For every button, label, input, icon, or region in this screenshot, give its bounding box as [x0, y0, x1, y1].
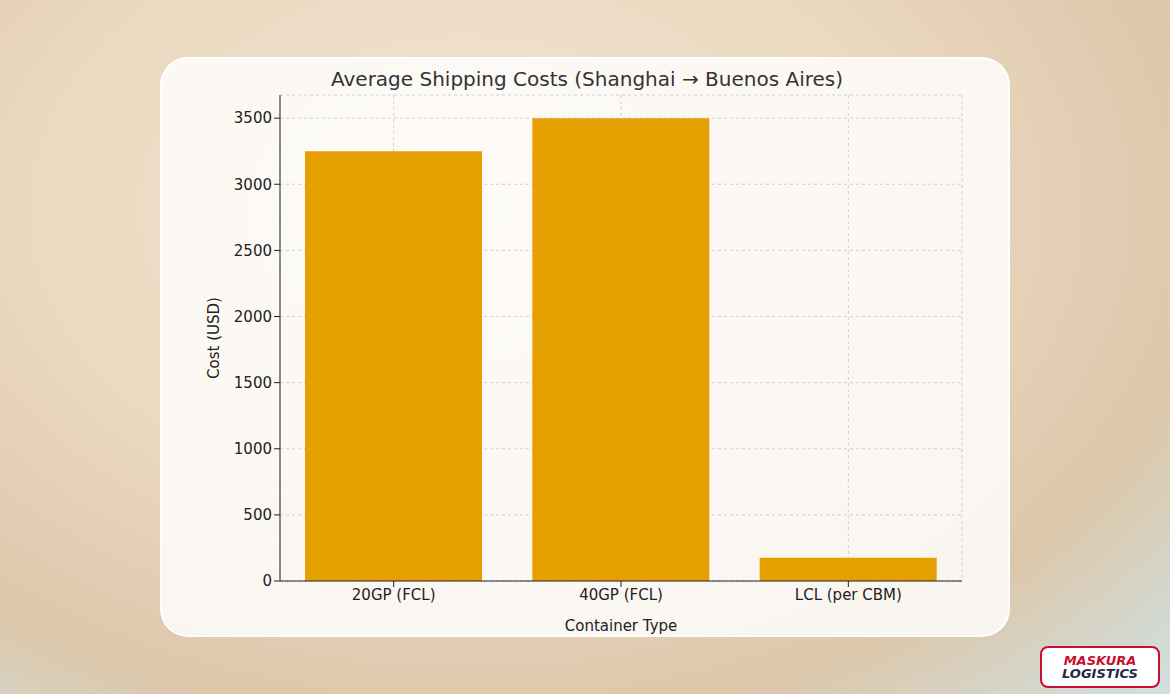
- html-text:LOGISTICS: LOGISTICS: [1062, 666, 1138, 681]
- svg-text:2500: 2500: [234, 242, 272, 260]
- html-text:MASKURA: MASKURA: [1063, 653, 1137, 668]
- svg-text:1500: 1500: [234, 374, 272, 392]
- svg-text:Cost (USD): Cost (USD): [205, 297, 223, 379]
- svg-text:1000: 1000: [234, 440, 272, 458]
- svg-text:2000: 2000: [234, 308, 272, 326]
- svg-text:0: 0: [262, 572, 272, 590]
- svg-text:3000: 3000: [234, 176, 272, 194]
- svg-text:40GP (FCL): 40GP (FCL): [579, 586, 663, 604]
- svg-text:500: 500: [243, 506, 272, 524]
- svg-text:3500: 3500: [234, 109, 272, 127]
- svg-text:LCL (per CBM): LCL (per CBM): [795, 586, 902, 604]
- html-text:Average Shipping Costs (Shangh: Average Shipping Costs (Shanghai → Bueno…: [331, 67, 843, 91]
- svg-text:20GP (FCL): 20GP (FCL): [352, 586, 436, 604]
- svg-text:Container Type: Container Type: [565, 617, 678, 635]
